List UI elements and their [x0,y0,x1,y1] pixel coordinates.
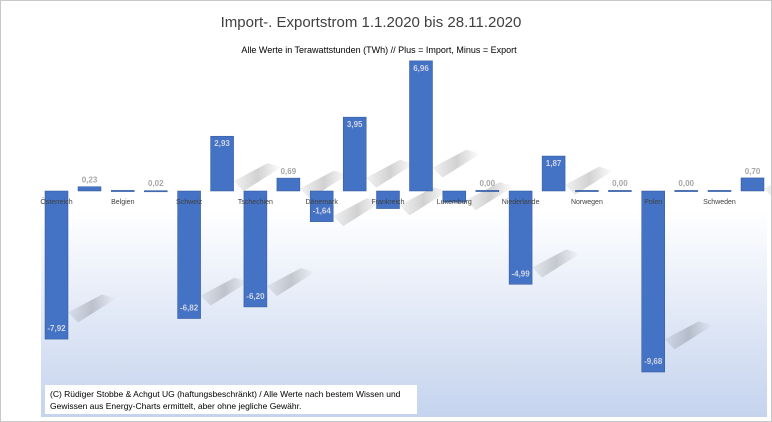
shadow-niederlande-0 [532,249,581,278]
value-label-polen-1: 0,00 [678,179,694,188]
category-label-belgien: Belgien [111,199,134,206]
shadow-tschechien-0 [266,268,315,297]
value-label-frankreich-1: 6,96 [413,64,429,73]
bar-tschechien-import [276,177,301,192]
value-label-niederlande-0: -4,99 [511,269,530,278]
bar-polen-export [641,190,665,373]
shadow-schweden-1 [764,184,771,196]
bar--sterreich-import [77,186,102,192]
value-label-d-nemark-1: 3,95 [347,120,363,129]
value-label-schweiz-0: -6,82 [180,304,199,313]
bars [44,60,765,373]
category-label-tschechien: Tschechien [238,199,273,206]
value-label-polen-0: -9,68 [644,357,663,366]
value-label--sterreich-0: -7,92 [47,324,66,333]
category-label--sterreich: Österreich [40,198,72,206]
value-label-luxemburg-1: 0,00 [480,179,496,188]
shadow-frankreich-0 [399,187,448,216]
subtitle-box [219,41,539,60]
shadow--sterreich-0 [68,294,116,323]
category-label-schweden: Schweden [703,199,736,206]
bar-schweden-import [740,177,765,192]
value-label-tschechien-1: 0,69 [281,167,297,176]
value-label-d-nemark-0: -1,64 [313,207,332,216]
chart-title: Import-. Exportstrom 1.1.2020 bis 28.11.… [221,14,522,31]
bar-schweiz-export [177,190,201,319]
footnote-line-2: Gewissen aus Energy-Charts ermittelt, ab… [50,401,301,411]
bar-tschechien-export [243,190,268,308]
bar-luxemburg-import [475,190,500,192]
shadow-schweiz-0 [200,277,249,306]
bar-norwegen-import [608,190,632,192]
bar-niederlande-export [508,190,533,285]
chart-subtitle: Alle Werte in Terawattstunden (TWh) // P… [241,45,517,55]
category-label-luxemburg: Luxemburg [437,199,472,206]
bar-belgien-import [144,190,168,193]
category-label-norwegen: Norwegen [571,199,603,206]
shadow-frankreich-1 [432,149,481,178]
value-label-norwegen-1: 0,00 [612,179,628,188]
value-label-tschechien-0: -6,20 [246,292,265,301]
bar-schweden-export [707,190,732,192]
shadow-niederlande-1 [565,166,614,195]
bar-d-nemark-export [309,190,334,222]
bar-luxemburg-export [442,190,467,203]
category-label-niederlande: Niederlande [502,199,540,206]
value-label-belgien-1: 0,02 [148,179,164,188]
bar-polen-import [674,190,698,192]
shadow-d-nemark-0 [333,198,382,227]
shadow-polen-0 [664,321,713,350]
category-label-polen: Polen [644,199,662,206]
category-label-d-nemark: Dänemark [306,199,339,206]
footnote-box [45,385,417,414]
bar-norwegen-export [575,190,599,192]
bar-shadows [68,149,771,350]
bar-frankreich-export [376,190,400,209]
value-label-niederlande-1: 1,87 [546,159,562,168]
category-label-schweiz: Schweiz [176,199,203,206]
bar-belgien-export [111,190,135,192]
bar-frankreich-import [409,60,433,192]
bar-d-nemark-import [342,116,367,192]
labels: -7,92 0,23 Österreich 0,02 Belgien -6,82 2,93 S… [40,64,760,366]
shadow-luxemburg-0 [465,182,514,211]
bar-schweiz-import [210,135,234,192]
bar-niederlande-import [541,155,566,192]
value-label-schweiz-1: 2,93 [214,139,230,148]
value-label-schweden-1: 0,70 [745,167,761,176]
footnote-line-1: (C) Rüdiger Stobbe & Achgut UG (haftungs… [50,389,401,399]
value-label--sterreich-1: 0,23 [82,176,98,185]
bar--sterreich-export [44,190,69,340]
shadow-schweiz-1 [233,163,282,192]
category-label-frankreich: Frankreich [371,199,404,206]
shadow-d-nemark-1 [366,159,415,188]
